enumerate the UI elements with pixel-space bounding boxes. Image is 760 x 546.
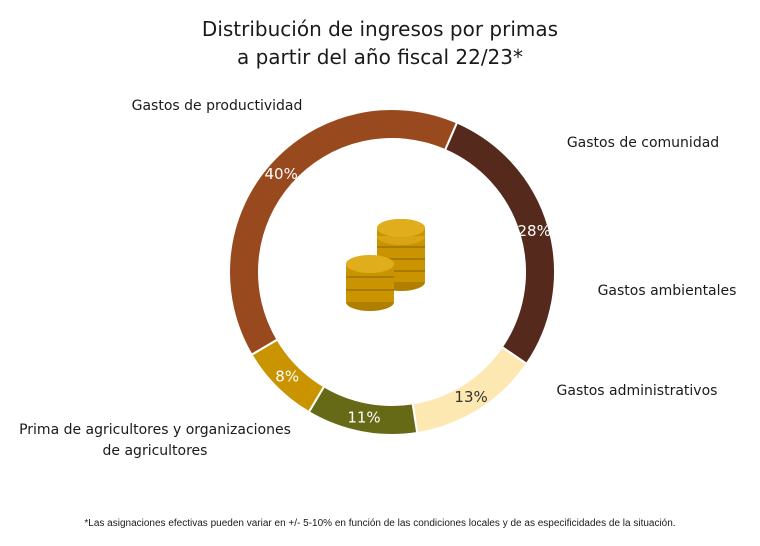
slice-value-label: 13% (454, 388, 487, 406)
category-label: Gastos de comunidad (567, 135, 719, 151)
category-label: Gastos administrativos (557, 383, 718, 399)
chart-title: Distribución de ingresos por primas a par… (202, 17, 558, 69)
slice-value-label: 11% (347, 408, 380, 426)
slice-value-label: 28% (518, 222, 551, 240)
category-label: de agricultores (103, 443, 208, 459)
slice-0 (443, 121, 556, 366)
chart-title-line: Distribución de ingresos por primas (202, 17, 558, 41)
category-labels: Gastos de productividad Gastos de comunid… (19, 98, 736, 459)
donut-slices (228, 108, 556, 436)
category-label: Gastos de productividad (132, 98, 303, 114)
category-label: Prima de agricultores y organizaciones (19, 422, 291, 438)
category-label: Gastos ambientales (598, 283, 737, 299)
chart-title-line: a partir del año fiscal 22/23* (237, 45, 523, 69)
footnote: *Las asignaciones efectivas pueden varia… (84, 518, 676, 529)
slice-4 (228, 108, 459, 357)
coins-icon (346, 219, 425, 311)
slice-value-label: 8% (275, 368, 299, 386)
slice-value-labels: 28% 13% 11% 8% 40% (265, 165, 551, 426)
slice-value-label: 40% (265, 165, 298, 183)
